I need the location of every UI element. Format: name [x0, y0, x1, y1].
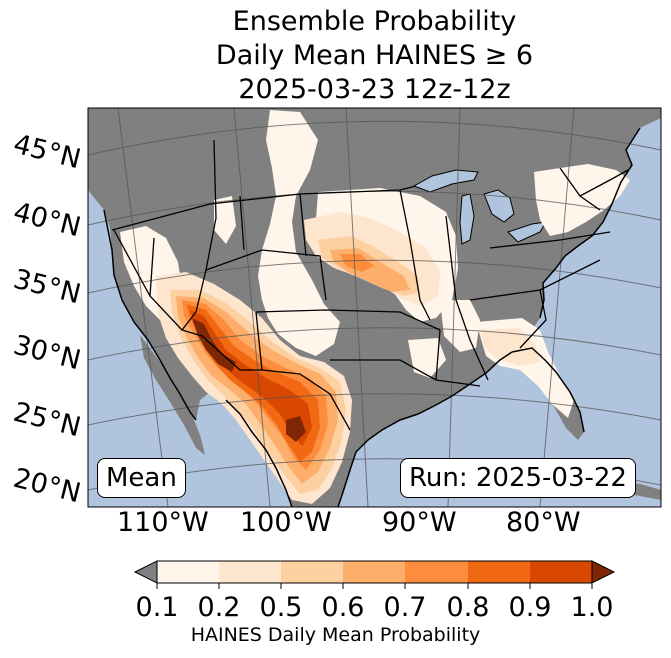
colorbar-tick-0: 0.1 — [136, 592, 179, 623]
colorbar-tick-5: 0.8 — [447, 592, 490, 623]
coastline — [103, 127, 641, 507]
colorbar-tick-2: 0.5 — [260, 592, 303, 623]
map-frame — [87, 107, 662, 508]
colorbar-label: HAINES Daily Mean Probability — [190, 624, 481, 646]
lat-label-45: 45°N — [10, 129, 84, 176]
run-label-box: Run: 2025-03-22 — [400, 458, 636, 498]
colorbar-bin-6 — [468, 561, 530, 583]
colorbar-bin-4 — [343, 561, 405, 583]
colorbar-frame — [156, 560, 593, 584]
probability-field — [120, 110, 630, 504]
colorbar-bin-7 — [530, 561, 592, 583]
colorbar: 0.1 0.2 0.5 0.6 0.7 0.8 0.9 1.0 — [133, 560, 616, 623]
colorbar-bin-2 — [219, 561, 281, 583]
map-panel — [88, 108, 661, 507]
colorbar-under-arrow — [133, 560, 158, 584]
colorbar-over-arrow — [591, 560, 616, 584]
lon-label-90: 90°W — [382, 507, 457, 538]
title-line-2: Daily Mean HAINES ≥ 6 — [215, 40, 534, 71]
baja-california — [140, 335, 205, 455]
title-line-3: 2025-03-23 12z-12z — [238, 74, 511, 105]
lat-label-30: 30°N — [10, 330, 84, 377]
colorbar-tick-1: 0.2 — [198, 592, 241, 623]
colorbar-tick-3: 0.6 — [322, 592, 365, 623]
lon-label-100: 100°W — [240, 507, 332, 538]
lat-label-20: 20°N — [10, 463, 84, 510]
graticule — [88, 108, 661, 507]
stat-label-box: Mean — [97, 458, 186, 498]
lon-label-80: 80°W — [506, 507, 581, 538]
colorbar-bin-3 — [281, 561, 343, 583]
lat-label-40: 40°N — [10, 197, 84, 244]
title-line-1: Ensemble Probability — [232, 6, 517, 37]
colorbar-tick-7: 1.0 — [571, 592, 614, 623]
lat-label-35: 35°N — [10, 264, 84, 311]
lon-labels: 110°W 100°W 90°W 80°W — [117, 507, 581, 538]
colorbar-tick-4: 0.7 — [384, 592, 427, 623]
lat-labels: 45°N 40°N 35°N 30°N 25°N 20°N — [10, 129, 84, 510]
lon-label-110: 110°W — [117, 507, 209, 538]
colorbar-bin-5 — [405, 561, 468, 583]
colorbar-tick-6: 0.9 — [509, 592, 552, 623]
colorbar-bin-1 — [157, 561, 219, 583]
lat-label-25: 25°N — [10, 397, 84, 444]
